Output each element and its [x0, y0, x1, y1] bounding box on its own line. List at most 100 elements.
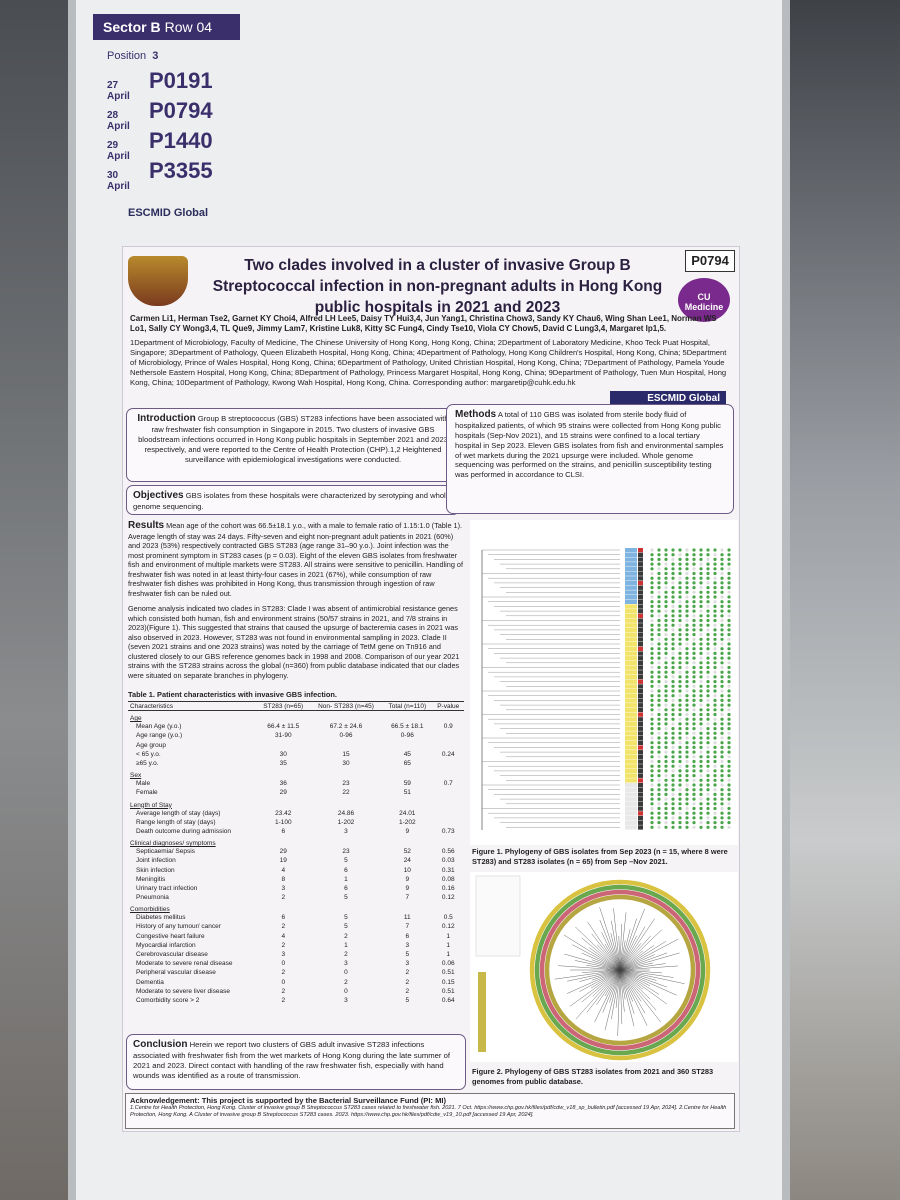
row-label: Dementia [136, 978, 164, 986]
gene-dot [713, 661, 717, 665]
row-label: Age range (y.o.) [136, 732, 183, 740]
gene-dot [706, 675, 710, 679]
text: GBS isolates from these hospitals were c… [133, 491, 450, 511]
branch [581, 969, 621, 1003]
gene-dot [699, 802, 703, 806]
gene-dot [699, 628, 703, 632]
gene-dot [678, 675, 682, 679]
gene-dot [650, 675, 654, 679]
gene-dot [671, 717, 675, 721]
branch [619, 926, 646, 971]
metadata-cell [625, 736, 637, 741]
gene-dot [685, 562, 689, 566]
gene-dot [706, 576, 710, 580]
gene-dot [720, 769, 724, 773]
table-row: Comorbidity score > 2 2 3 5 0.64 [128, 996, 464, 1005]
references: 1.Centre for Health Protection, Hong Kon… [130, 1105, 727, 1119]
gene-dot [692, 741, 696, 745]
gene-dot [657, 802, 661, 806]
gene-dot [692, 802, 696, 806]
gene-dot [692, 633, 696, 637]
metadata-cell [638, 674, 643, 680]
gene-dot [657, 675, 661, 679]
row-label: Diabetes mellitus [136, 914, 186, 922]
gene-dot [706, 797, 710, 801]
gene-dot [671, 571, 675, 576]
gene-dot [678, 557, 682, 561]
gene-dot [650, 581, 654, 585]
gene-dot [685, 656, 689, 660]
gene-dot [664, 553, 668, 557]
cell: 3 [405, 960, 410, 968]
table-row: Male 36 23 59 0.7 [128, 779, 464, 788]
gene-dot [671, 755, 675, 759]
footer: Acknowledgement: This project is support… [125, 1093, 735, 1129]
gene-dot [706, 600, 710, 604]
metadata-cell [638, 825, 643, 830]
branch [619, 945, 655, 971]
gene-dot [671, 665, 675, 670]
gene-dot [713, 811, 717, 815]
gene-dot [678, 736, 682, 740]
metadata-cell [638, 797, 643, 802]
gene-dot [678, 595, 682, 599]
gene-dot [664, 557, 668, 561]
gene-dot [706, 637, 710, 641]
gene-dot [713, 642, 717, 646]
branch [611, 969, 621, 1020]
gene-dot [678, 689, 682, 693]
poster-title: Two clades involved in a cluster of inva… [212, 257, 663, 316]
cell: 0.15 [441, 978, 455, 986]
metadata-cell [625, 797, 637, 802]
gene-dot [650, 604, 654, 608]
metadata-cell [625, 552, 637, 557]
branch [619, 954, 655, 971]
cell: 3 [405, 941, 410, 949]
branch [619, 918, 637, 971]
gene-dot [713, 633, 717, 637]
gene-dot [692, 703, 696, 707]
gene-dot [678, 750, 682, 754]
gene-dot [657, 557, 661, 561]
ring [529, 879, 711, 1061]
metadata-cell [625, 679, 637, 684]
branch [619, 950, 644, 971]
cell: 0.64 [441, 996, 455, 1004]
branch [619, 952, 680, 971]
gene-dot [678, 590, 682, 594]
gene-dot [671, 806, 675, 811]
gene-dot [727, 703, 731, 707]
gene-dot [685, 548, 689, 552]
gene-dot [678, 727, 682, 731]
gene-dot [699, 712, 703, 717]
metadata-cell [638, 787, 643, 792]
metadata-cell [625, 613, 637, 619]
section-label: Sex [130, 772, 142, 780]
branch [619, 924, 622, 971]
row-label: Urinary tract infection [136, 884, 198, 892]
gene-dot [720, 689, 724, 693]
gene-dot [713, 816, 717, 820]
cell: 0.08 [441, 875, 455, 883]
gene-dot [727, 788, 731, 792]
gene-dot [692, 609, 696, 613]
figure-2-caption: Figure 2. Phylogeny of GBS ST283 isolate… [472, 1067, 714, 1086]
branch [591, 969, 621, 989]
gene-dot [657, 567, 661, 571]
gene-dot [713, 712, 717, 717]
gene-dot [657, 703, 661, 707]
gene-dot [727, 806, 731, 811]
cell: 2 [281, 941, 286, 949]
row-label: Age group [136, 741, 166, 749]
table-title: Table 1. Patient characteristics with in… [128, 690, 337, 699]
branch [619, 938, 679, 971]
cell: 31-90 [274, 732, 292, 740]
gene-dot [692, 618, 696, 623]
gene-dot [664, 628, 668, 632]
gene-dot [685, 590, 689, 594]
cell: 1-100 [274, 818, 292, 826]
gene-dot [699, 698, 703, 702]
gene-dot [671, 792, 675, 796]
introduction: Introduction Group B streptococcus (GBS)… [126, 408, 460, 482]
